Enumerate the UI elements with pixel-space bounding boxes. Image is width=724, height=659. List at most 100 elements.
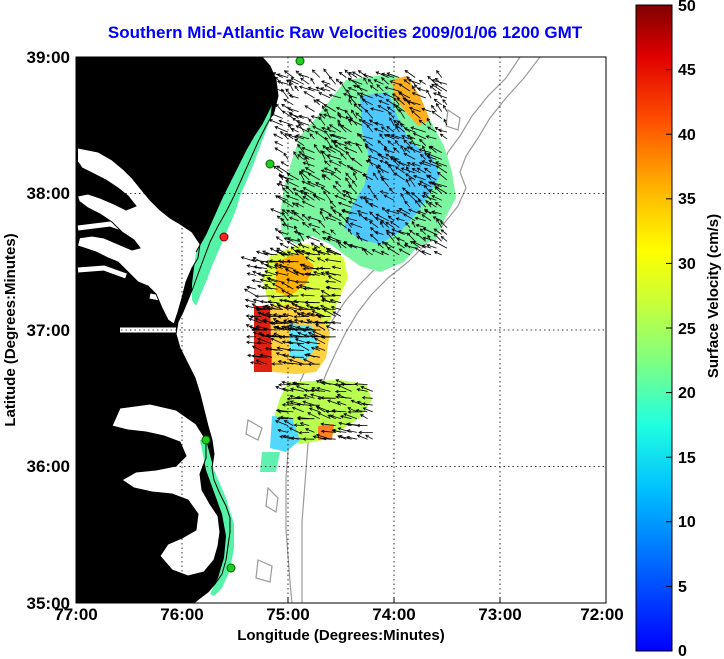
velocity-vector-head	[276, 215, 281, 219]
velocity-vector	[355, 112, 363, 119]
velocity-vector	[349, 244, 363, 249]
velocity-vector	[426, 89, 432, 99]
velocity-vector-head	[351, 71, 356, 75]
velocity-vector-head	[280, 281, 285, 285]
velocity-vector-head	[285, 79, 290, 83]
velocity-vector-head	[308, 320, 312, 324]
velocity-vector-head	[426, 89, 430, 93]
velocity-vector	[275, 386, 289, 392]
velocity-vector	[261, 287, 278, 290]
velocity-vector-head	[276, 346, 281, 350]
velocity-vector	[376, 213, 389, 222]
velocity-vector-head	[325, 286, 330, 290]
velocity-vector-head	[361, 174, 366, 178]
colorbar-tick: 45	[678, 62, 696, 79]
velocity-vector-head	[440, 229, 445, 233]
velocity-vector	[308, 87, 320, 92]
velocity-vector-head	[389, 187, 393, 192]
velocity-vector	[295, 202, 305, 208]
velocity-vector-head	[317, 396, 321, 401]
velocity-vector	[349, 119, 363, 126]
velocity-vector-head	[279, 415, 284, 420]
velocity-vector-head	[290, 77, 295, 81]
velocity-vector	[335, 396, 352, 399]
velocity-vector	[434, 233, 442, 242]
velocity-vector	[409, 229, 416, 235]
velocity-vector-head	[282, 360, 286, 365]
velocity-vector	[281, 326, 294, 331]
velocity-vector-head	[442, 99, 446, 103]
chesapeake-bay	[78, 148, 200, 324]
velocity-vector-head	[323, 104, 328, 108]
velocity-vector	[321, 174, 326, 181]
velocity-vector-head	[288, 427, 293, 431]
velocity-vector-head	[315, 99, 320, 103]
velocity-vector-head	[286, 251, 291, 255]
velocity-vector	[294, 192, 305, 201]
velocity-vector-head	[310, 77, 314, 82]
velocity-vector	[313, 435, 326, 440]
velocity-vector	[314, 337, 326, 345]
velocity-vector	[316, 405, 331, 413]
velocity-vector-head	[323, 167, 328, 171]
velocity-vector-head	[330, 172, 334, 176]
velocity-vector	[368, 155, 379, 160]
velocity-vector	[395, 166, 405, 174]
velocity-vector-head	[325, 271, 330, 275]
velocity-vector-head	[310, 115, 315, 119]
velocity-vector-head	[296, 312, 301, 317]
velocity-vector	[282, 187, 289, 194]
velocity-vector-head	[325, 107, 329, 112]
velocity-vector	[394, 172, 405, 181]
velocity-vector-head	[417, 199, 422, 203]
velocity-vector-head	[329, 200, 334, 204]
velocity-vector	[440, 133, 448, 140]
velocity-vector	[320, 208, 331, 215]
velocity-vector-head	[329, 414, 334, 418]
velocity-vector-head	[269, 303, 274, 308]
velocity-vector-head	[339, 415, 344, 419]
velocity-vector	[295, 338, 310, 345]
velocity-vector	[287, 107, 299, 112]
velocity-vector	[274, 126, 289, 133]
velocity-vector	[428, 146, 437, 153]
velocity-vector-head	[275, 326, 280, 330]
velocity-vector-head	[275, 236, 280, 240]
velocity-vector	[320, 243, 326, 249]
velocity-vector-head	[323, 113, 327, 117]
velocity-vector	[285, 180, 299, 188]
velocity-vector-head	[418, 119, 423, 123]
velocity-vector-head	[277, 230, 282, 234]
velocity-vector	[324, 130, 331, 140]
velocity-vector-head	[311, 69, 316, 74]
velocity-vector-head	[322, 174, 327, 178]
velocity-vector-head	[356, 132, 361, 137]
velocity-vector	[321, 272, 331, 276]
velocity-vector-head	[252, 298, 257, 303]
velocity-vector-head	[249, 361, 254, 365]
velocity-vector-head	[271, 283, 276, 287]
velocity-vector-head	[437, 128, 442, 133]
velocity-vector-head	[266, 314, 271, 319]
velocity-vector	[327, 154, 342, 160]
velocity-vector-head	[368, 119, 373, 123]
velocity-vector-head	[357, 103, 362, 108]
velocity-vector-head	[329, 298, 334, 303]
velocity-vector-head	[336, 393, 341, 398]
velocity-vector	[306, 253, 320, 256]
velocity-vector	[347, 165, 358, 174]
velocity-vector	[275, 420, 289, 426]
velocity-vector-head	[359, 92, 364, 96]
velocity-vector	[322, 105, 326, 112]
velocity-vector-head	[255, 325, 260, 329]
velocity-vector	[380, 221, 384, 228]
velocity-vector	[278, 175, 294, 181]
velocity-vector	[346, 151, 352, 160]
velocity-vector-head	[418, 148, 423, 152]
velocity-vector-head	[314, 320, 318, 324]
velocity-vector-head	[290, 436, 295, 440]
velocity-vector	[355, 383, 368, 385]
velocity-vector-head	[379, 190, 384, 194]
velocity-vector	[302, 200, 315, 208]
velocity-vector-head	[294, 271, 299, 275]
